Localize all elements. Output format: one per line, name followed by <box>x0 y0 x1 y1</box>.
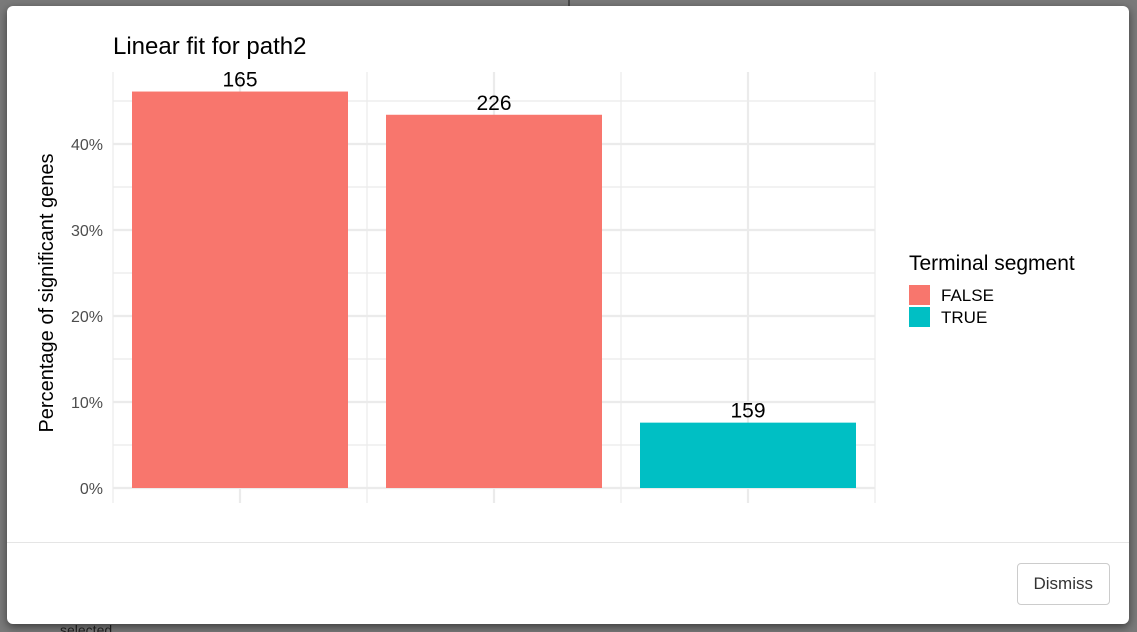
y-tick-label: 20% <box>71 309 103 326</box>
legend: Terminal segment FALSE TRUE <box>909 252 1075 327</box>
dismiss-button[interactable]: Dismiss <box>1016 563 1110 605</box>
y-tick-label: 40% <box>71 137 103 154</box>
y-tick-label: 30% <box>71 223 103 240</box>
legend-key <box>909 307 930 327</box>
bar-chart: Linear fit for path2 165 226 159 0% 10% 20% 3… <box>36 33 1075 503</box>
y-axis: 0% 10% 20% 30% 40% <box>71 137 103 498</box>
bar <box>132 91 348 488</box>
bar-value-label: 159 <box>730 400 765 423</box>
bar-labels-layer: 165 226 159 <box>222 69 765 423</box>
bar-value-label: 226 <box>476 92 511 115</box>
legend-title: Terminal segment <box>909 252 1075 275</box>
modal-body: Linear fit for path2 165 226 159 0% 10% 20% 3… <box>7 6 1129 542</box>
modal-footer: Dismiss <box>7 542 1129 624</box>
bar-value-label: 165 <box>222 69 257 92</box>
bars-layer <box>132 91 856 488</box>
legend-label: FALSE <box>941 286 994 305</box>
y-tick-label: 0% <box>80 481 103 498</box>
background-divider <box>568 0 570 6</box>
chart-title: Linear fit for path2 <box>113 33 306 60</box>
background-status-text: selected <box>60 622 113 632</box>
y-axis-label: Percentage of significant genes <box>36 153 58 432</box>
legend-label: TRUE <box>941 308 987 327</box>
y-tick-label: 10% <box>71 395 103 412</box>
bar <box>640 422 856 488</box>
chart-modal: Linear fit for path2 165 226 159 0% 10% 20% 3… <box>7 6 1129 624</box>
bar <box>386 114 602 488</box>
legend-key <box>909 285 930 305</box>
